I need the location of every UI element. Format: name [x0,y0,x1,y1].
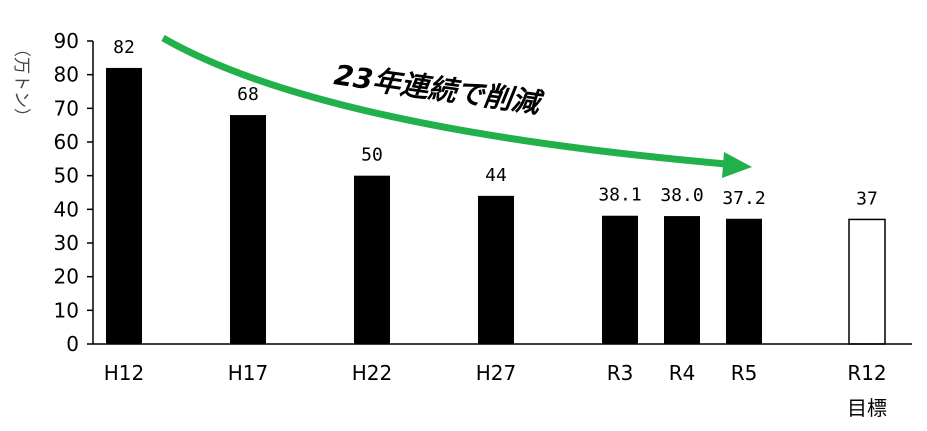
y-tick-label: 90 [54,29,79,53]
trend-arrowhead [722,152,752,178]
y-axis: 0 10 20 30 40 50 60 70 80 90 [54,29,94,356]
y-axis-unit-label: （万トン） [11,40,31,125]
x-tick-label-h22: H22 [352,361,393,385]
bar-r12 [848,218,886,345]
x-tick-label-h27: H27 [476,361,517,385]
x-tick-sublabel: 目標 [847,396,887,420]
x-tick-label-r3: R3 [607,361,634,385]
data-label-r5: 37.2 [722,188,765,209]
data-label-h17: 68 [237,84,259,105]
data-label-h12: 82 [113,37,135,58]
x-tick-label-h12: H12 [104,361,145,385]
bar-h22 [354,175,390,344]
x-tick-label-h17: H17 [228,361,269,385]
trend-arrow [161,34,727,168]
data-label-r3: 38.1 [598,185,641,206]
x-tick-label-r12: R12 [847,361,886,385]
bar-r3 [602,215,638,344]
x-axis: H12 H17 H22 H27 R3 R4 R5 R12 目標 [93,343,912,420]
y-tick-label: 0 [66,332,79,356]
bar-h12 [106,67,142,344]
data-label-r4: 38.0 [660,185,703,206]
x-tick-label-r4: R4 [669,361,696,385]
y-tick-label: 30 [54,231,79,255]
bar-h27 [478,195,514,344]
y-tick-label: 50 [54,164,79,188]
data-label-h27: 44 [485,165,507,186]
bar-r5 [726,218,762,344]
bars [106,67,886,345]
bar-h17 [230,115,266,344]
y-tick-label: 70 [54,96,79,120]
y-tick-label: 10 [54,298,79,322]
y-tick-label: 20 [54,265,79,289]
y-tick-label: 40 [54,197,79,221]
data-labels: 82 68 50 44 38.1 38.0 37.2 37 [113,37,878,210]
bar-r4 [664,216,700,344]
x-tick-label-r5: R5 [731,361,758,385]
y-tick-label: 80 [54,63,79,87]
y-tick-label: 60 [54,130,79,154]
data-label-h22: 50 [361,145,383,166]
data-label-r12: 37 [856,188,878,209]
